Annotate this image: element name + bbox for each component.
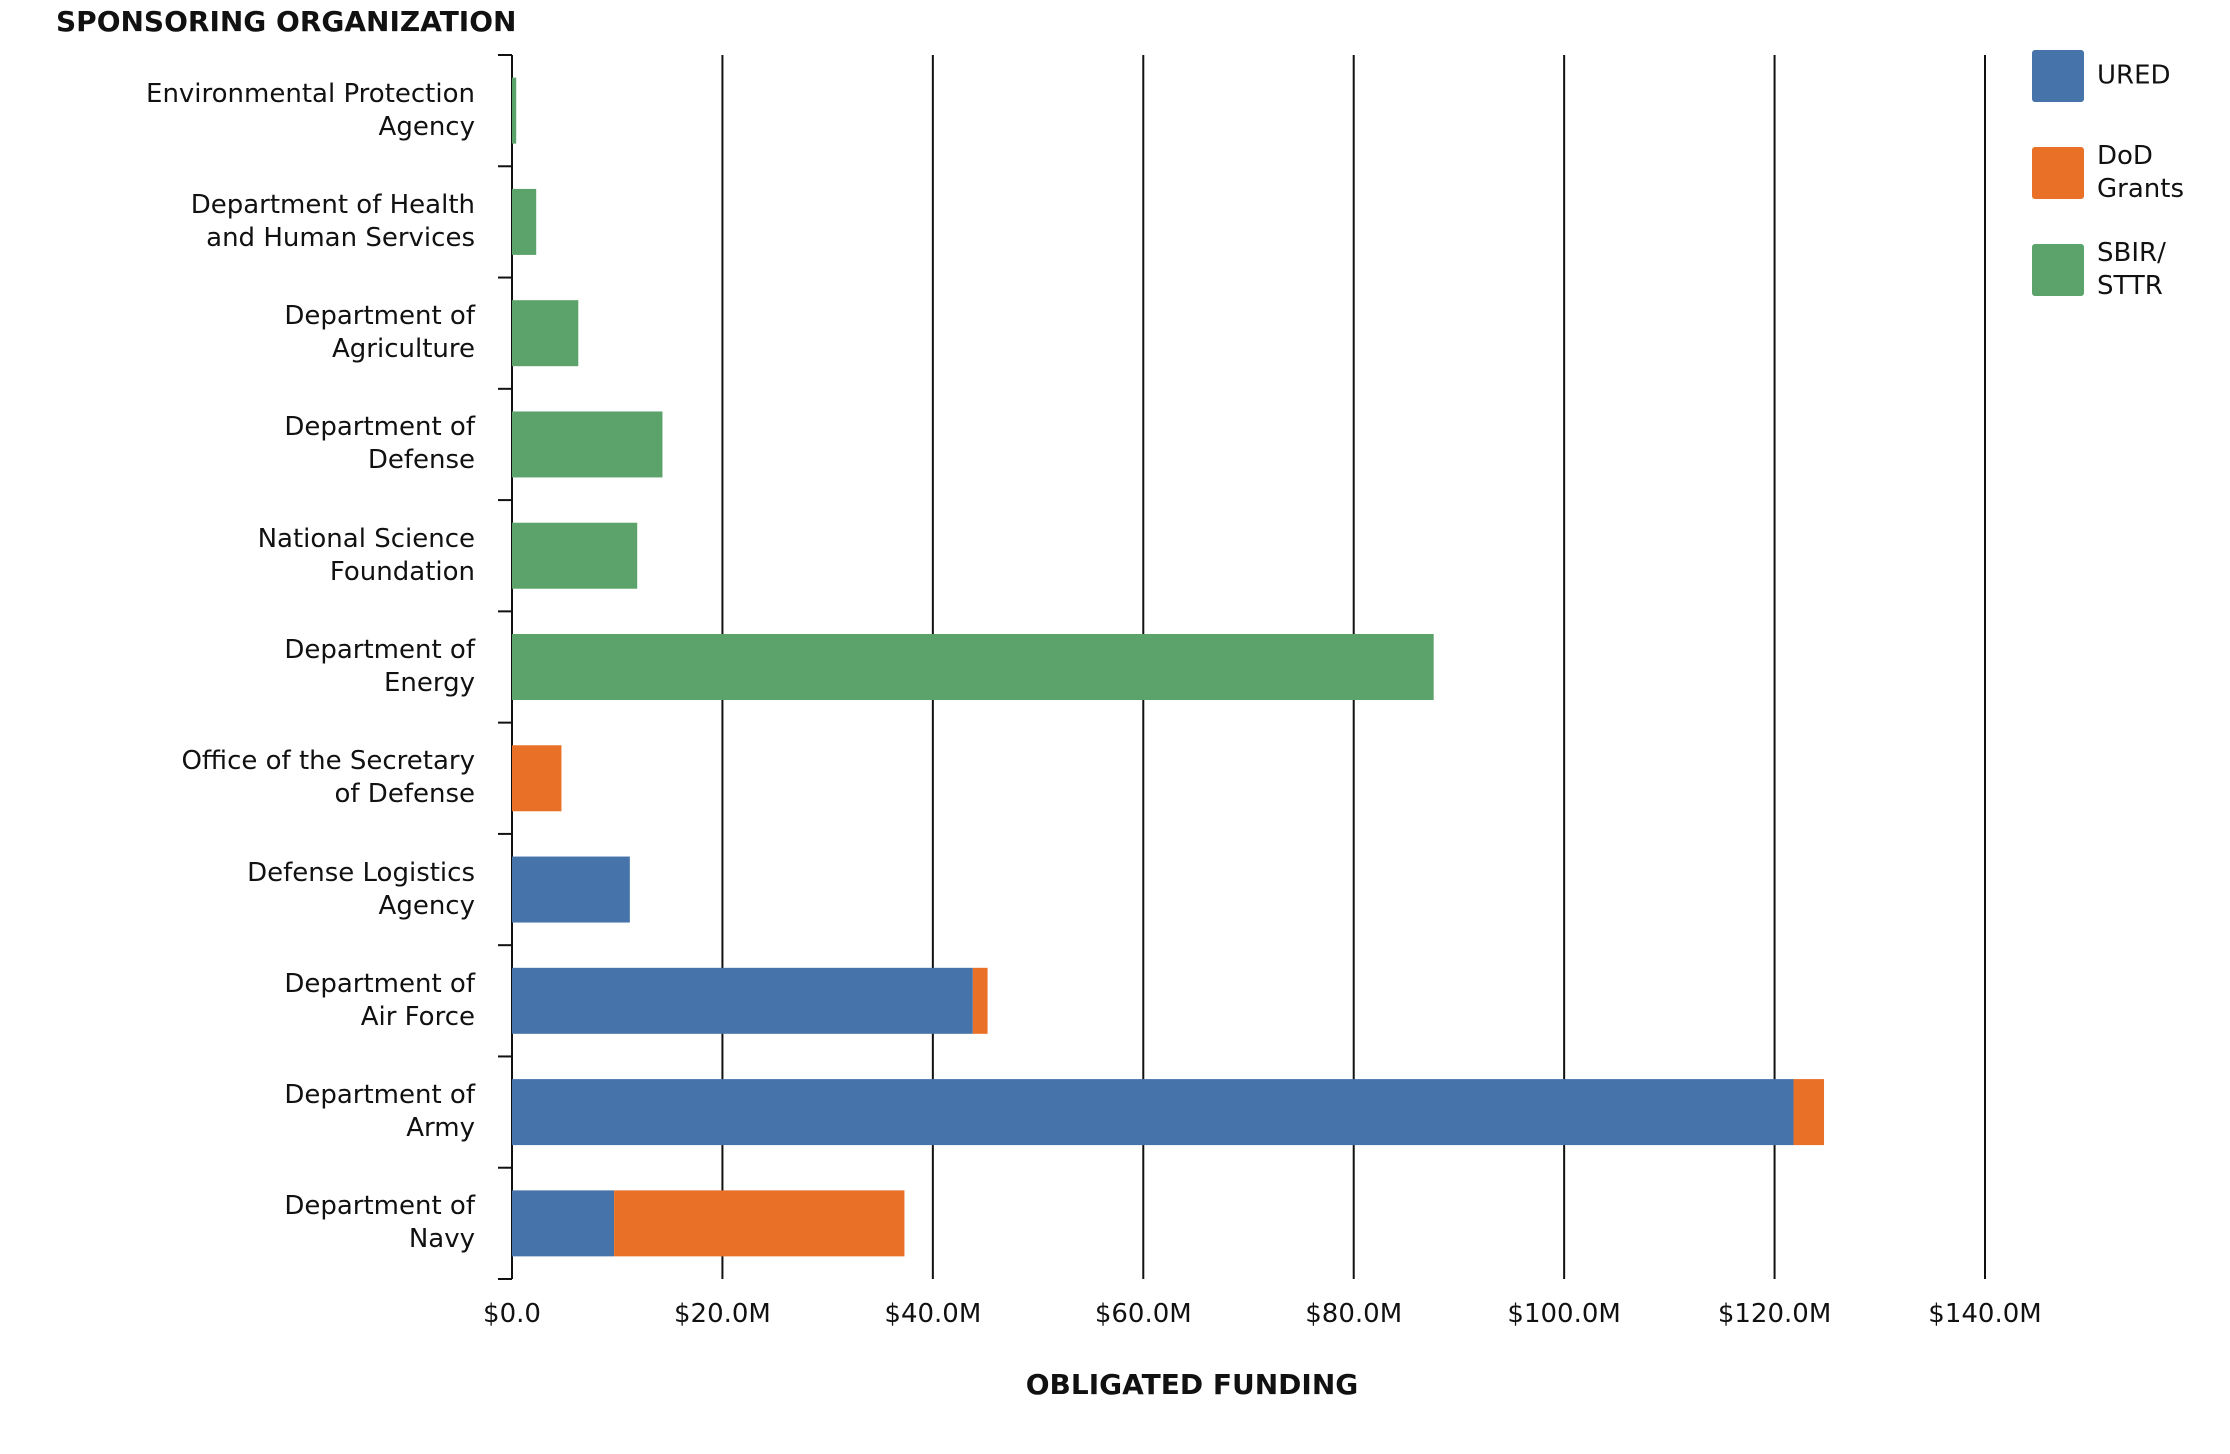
x-tick-label: $140.0M xyxy=(1928,1299,2042,1329)
x-tick-label: $80.0M xyxy=(1305,1299,1403,1329)
y-axis-title: SPONSORING ORGANIZATION xyxy=(56,5,517,38)
bar xyxy=(512,1190,615,1257)
bar xyxy=(512,1079,1794,1146)
y-tick-label: Office of the Secretary of Defense xyxy=(181,746,475,810)
y-tick-label: Department of Health and Human Services xyxy=(190,189,475,253)
y-tick-label: Environmental Protection Agency xyxy=(146,78,475,142)
x-axis-title: OBLIGATED FUNDING xyxy=(1025,1368,1359,1401)
x-tick-label: $20.0M xyxy=(673,1299,771,1329)
bar xyxy=(512,856,630,923)
bar xyxy=(512,300,579,367)
y-tick-label: National Science Foundation xyxy=(257,523,475,587)
bar xyxy=(1793,1079,1825,1146)
bar xyxy=(972,967,988,1034)
bar xyxy=(512,411,663,478)
y-tick-label: Department of Agriculture xyxy=(284,301,475,365)
y-tick-label: Department of Air Force xyxy=(284,968,475,1032)
bar xyxy=(512,634,1434,700)
y-tick-label: Department of Energy xyxy=(284,635,475,698)
legend-swatch xyxy=(2032,244,2084,296)
x-tick-label: $120.0M xyxy=(1717,1299,1832,1329)
legend-swatch xyxy=(2032,50,2084,102)
bar xyxy=(512,188,537,255)
y-tick-label: Department of Navy xyxy=(284,1191,475,1255)
legend-label: SBIR/ STTR xyxy=(2097,238,2166,301)
legend-label: URED xyxy=(2097,60,2171,91)
x-tick-label: $60.0M xyxy=(1094,1299,1192,1329)
x-tick-label: $100.0M xyxy=(1507,1299,1621,1329)
bar xyxy=(512,967,973,1034)
bar xyxy=(512,522,638,589)
x-tick-label: $0.0 xyxy=(483,1299,541,1329)
y-tick-label: Defense Logistics Agency xyxy=(247,857,475,921)
x-tick-label: $40.0M xyxy=(884,1299,982,1329)
legend-label: DoD Grants xyxy=(2097,141,2184,204)
bar xyxy=(512,745,562,812)
legend-swatch xyxy=(2032,147,2084,199)
y-tick-label: Department of Defense xyxy=(284,412,475,476)
bar xyxy=(614,1190,905,1257)
bar xyxy=(512,77,517,144)
y-tick-label: Department of Army xyxy=(284,1080,475,1144)
